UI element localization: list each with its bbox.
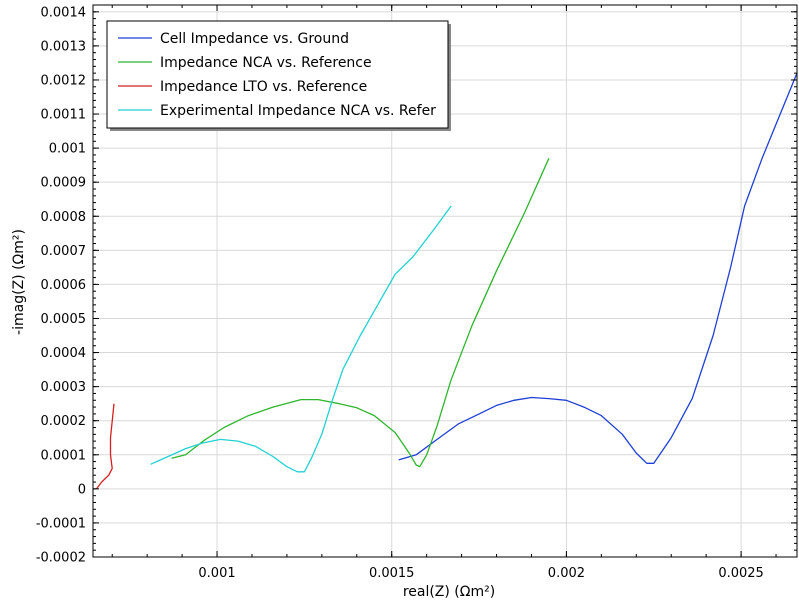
- legend-label-4: Experimental Impedance NCA vs. Refer: [160, 103, 436, 119]
- y-tick-label: -0.0002: [36, 551, 86, 566]
- y-tick-label: 0.0004: [41, 346, 87, 361]
- y-tick-label: 0.0009: [41, 176, 87, 191]
- y-tick-label: 0.0011: [41, 108, 87, 123]
- legend-items: Cell Impedance vs. Ground Impedance NCA v…: [118, 31, 436, 119]
- grid-layer: [93, 5, 797, 558]
- x-tick-label: 0.001: [198, 566, 235, 581]
- x-axis-label: real(Z) (Ωm²): [403, 584, 495, 600]
- y-tick-label: 0.001: [49, 142, 86, 157]
- y-tick-label: 0.0005: [41, 312, 87, 327]
- series-line-3: [95, 403, 115, 490]
- y-tick-label: 0.0014: [41, 5, 87, 20]
- series-layer: [95, 72, 798, 490]
- y-tick-label: 0.0001: [41, 448, 87, 463]
- y-tick-label: 0.0008: [41, 210, 87, 225]
- series-line-2: [171, 158, 550, 468]
- y-tick-label: 0: [78, 482, 86, 497]
- series-line-4: [150, 205, 452, 473]
- y-tick-label: -0.0001: [36, 516, 86, 531]
- x-tick-label: 0.0025: [718, 566, 764, 581]
- y-axis-label: -imag(Z) (Ωm²): [11, 229, 27, 335]
- legend-label-1: Cell Impedance vs. Ground: [160, 31, 349, 47]
- legend-label-3: Impedance LTO vs. Reference: [160, 79, 367, 95]
- y-tick-label: 0.0012: [41, 73, 87, 88]
- y-tick-label: 0.0003: [41, 380, 87, 395]
- plot-frame: [92, 4, 798, 558]
- y-tick-label: 0.0013: [41, 39, 87, 54]
- legend-label-2: Impedance NCA vs. Reference: [160, 55, 372, 71]
- y-axis-ticks: -0.0002 -0.0001 0 0.0001 0.0002 0.0003 0.0004 0…: [36, 4, 797, 566]
- x-tick-label: 0.002: [548, 566, 585, 581]
- y-tick-label: 0.0007: [41, 244, 87, 259]
- y-tick-label: 0.0006: [41, 278, 87, 293]
- series-line-1: [398, 72, 798, 464]
- legend: Cell Impedance vs. Ground Impedance NCA v…: [106, 20, 451, 131]
- legend-box: [106, 20, 449, 129]
- x-tick-label: 0.0015: [369, 566, 415, 581]
- y-tick-label: 0.0002: [41, 414, 87, 429]
- x-axis-ticks: 0.001 0.0015 0.002 0.0025: [111, 5, 777, 581]
